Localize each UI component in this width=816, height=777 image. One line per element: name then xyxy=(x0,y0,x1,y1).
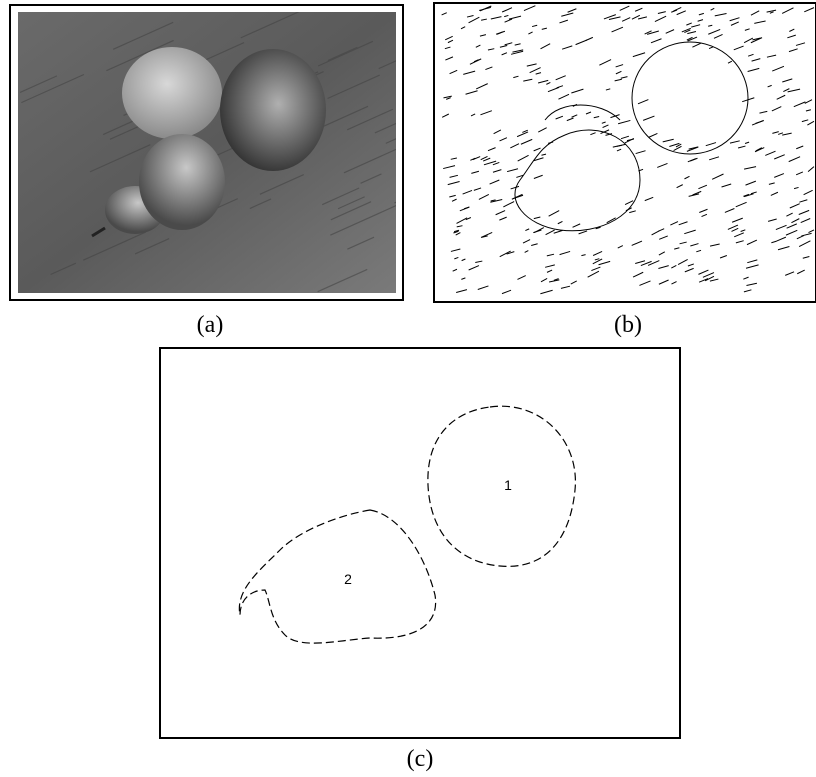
caption: (c) xyxy=(407,746,434,772)
panel-a xyxy=(10,5,455,300)
caption: (b) xyxy=(614,312,642,338)
caption: (a) xyxy=(197,312,224,338)
region-label: 1 xyxy=(504,477,512,493)
panel-c: 1 2 xyxy=(160,348,680,738)
figure: (a) (b) 1 2 (c) xyxy=(0,0,816,777)
panel-b xyxy=(434,3,816,302)
frame xyxy=(160,348,680,738)
photo xyxy=(18,10,455,293)
frame xyxy=(434,3,816,302)
region-label: 2 xyxy=(344,571,352,587)
